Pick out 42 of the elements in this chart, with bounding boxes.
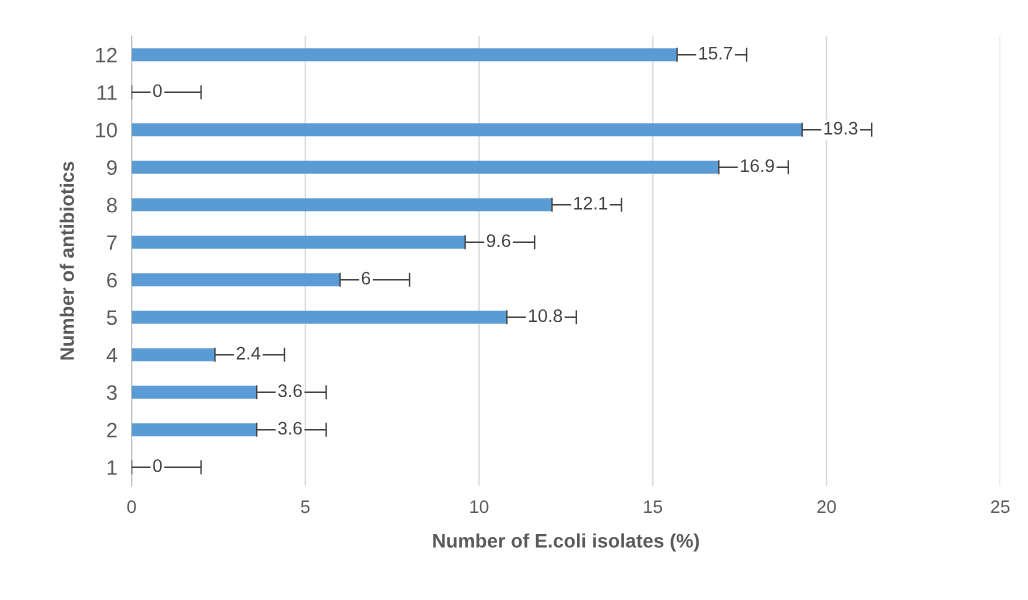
y-tick-label: 6 xyxy=(107,272,117,288)
data-label: 6 xyxy=(361,271,371,285)
data-label: 10.8 xyxy=(529,309,563,323)
bar xyxy=(131,310,507,324)
bar xyxy=(131,235,466,249)
bar xyxy=(131,423,257,437)
bar xyxy=(131,48,678,62)
data-label: 9.6 xyxy=(486,234,511,248)
y-tick-label: 8 xyxy=(107,197,117,213)
y-tick-label: 4 xyxy=(106,347,118,363)
x-tick-label: 15 xyxy=(644,500,663,514)
data-label: 15.7 xyxy=(699,47,733,60)
data-label: 16.9 xyxy=(741,159,774,173)
bar xyxy=(131,273,341,287)
x-axis-title: Number of E.coli isolates (%) xyxy=(433,533,699,552)
bar xyxy=(131,348,215,362)
bar xyxy=(131,160,719,174)
bar xyxy=(131,123,803,137)
x-tick-label: 25 xyxy=(991,500,1010,514)
y-tick-label: 10 xyxy=(96,122,117,138)
data-label: 3.6 xyxy=(278,384,302,398)
bar xyxy=(131,198,553,212)
y-axis-title: Number of antibiotics xyxy=(59,161,75,360)
data-label: 3.6 xyxy=(278,421,302,435)
data-label: 0 xyxy=(153,459,162,473)
data-label: 12.1 xyxy=(574,196,608,210)
bar xyxy=(131,385,257,399)
y-tick-label: 1 xyxy=(107,460,117,475)
x-tick-label: 20 xyxy=(817,500,836,514)
y-tick-label: 11 xyxy=(97,85,117,100)
data-label: 2.4 xyxy=(236,346,261,360)
data-label: 0 xyxy=(153,84,162,98)
x-tick-label: 5 xyxy=(301,500,310,514)
data-label: 19.3 xyxy=(824,121,858,135)
y-tick-label: 9 xyxy=(107,160,117,175)
x-tick-label: 10 xyxy=(470,500,489,514)
y-tick-label: 12 xyxy=(96,47,117,63)
x-tick-label: 0 xyxy=(127,500,136,514)
y-tick-label: 5 xyxy=(106,310,117,325)
y-tick-label: 7 xyxy=(107,235,117,250)
y-tick-label: 2 xyxy=(107,422,117,438)
y-tick-label: 3 xyxy=(106,385,117,400)
